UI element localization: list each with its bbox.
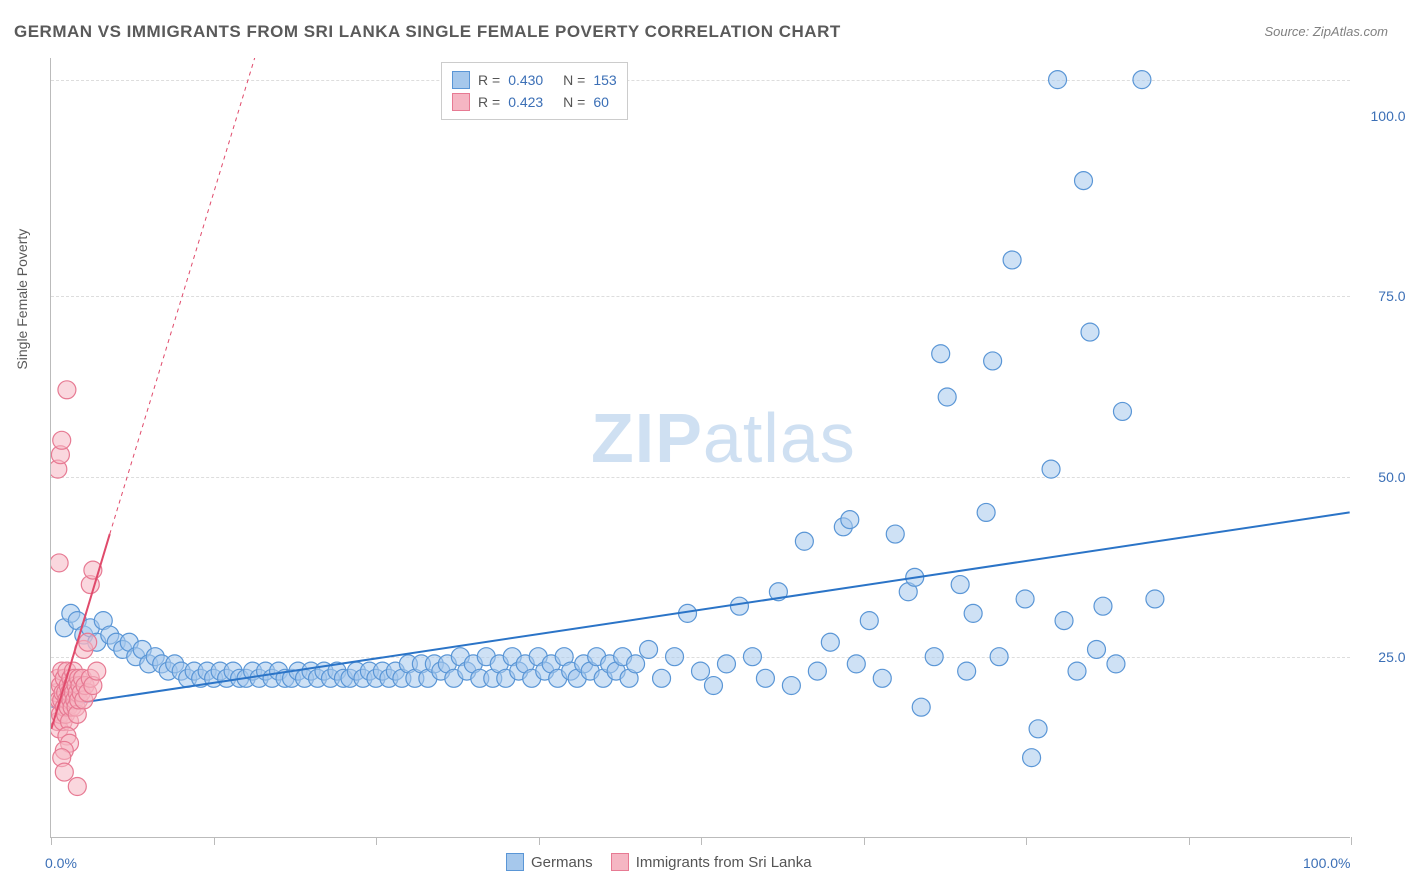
data-point xyxy=(1088,640,1106,658)
x-tick xyxy=(701,837,702,845)
data-point xyxy=(88,662,106,680)
data-point xyxy=(951,576,969,594)
y-tick-label: 25.0% xyxy=(1378,649,1406,665)
data-point xyxy=(1133,71,1151,89)
source-label: Source: ZipAtlas.com xyxy=(1264,24,1388,39)
legend-r-value-0: 0.430 xyxy=(508,69,543,91)
data-point xyxy=(1094,597,1112,615)
legend-r-value-1: 0.423 xyxy=(508,91,543,113)
data-point xyxy=(958,662,976,680)
x-tick xyxy=(1189,837,1190,845)
data-point xyxy=(1003,251,1021,269)
data-point xyxy=(1113,402,1131,420)
plot-area: ZIPatlas R = 0.430 N = 153 R = 0.423 N =… xyxy=(50,58,1350,838)
legend-r-label-0: R = xyxy=(478,69,500,91)
legend-row-germans: R = 0.430 N = 153 xyxy=(452,69,617,91)
chart-container: GERMAN VS IMMIGRANTS FROM SRI LANKA SING… xyxy=(0,0,1406,892)
y-tick-label: 50.0% xyxy=(1378,469,1406,485)
data-point xyxy=(932,345,950,363)
data-point xyxy=(1016,590,1034,608)
data-point xyxy=(756,669,774,687)
x-tick-label: 100.0% xyxy=(1303,855,1350,871)
legend-label-germans: Germans xyxy=(531,854,593,871)
data-point xyxy=(977,503,995,521)
data-point xyxy=(53,431,71,449)
data-point xyxy=(1081,323,1099,341)
data-point xyxy=(925,648,943,666)
legend-n-value-0: 153 xyxy=(593,69,616,91)
data-point xyxy=(717,655,735,673)
data-point xyxy=(51,554,68,572)
data-point xyxy=(938,388,956,406)
x-tick xyxy=(51,837,52,845)
y-tick-label: 75.0% xyxy=(1378,288,1406,304)
data-point xyxy=(1075,172,1093,190)
data-point xyxy=(860,612,878,630)
data-point xyxy=(1068,662,1086,680)
data-point xyxy=(1049,71,1067,89)
data-point xyxy=(1029,720,1047,738)
legend-r-label-1: R = xyxy=(478,91,500,113)
data-point xyxy=(68,778,86,796)
trend-line-extension xyxy=(110,58,259,534)
data-point xyxy=(912,698,930,716)
data-point xyxy=(847,655,865,673)
legend-swatch-srilanka xyxy=(611,853,629,871)
data-point xyxy=(730,597,748,615)
legend-n-value-1: 60 xyxy=(593,91,609,113)
data-point xyxy=(692,662,710,680)
data-point xyxy=(79,633,97,651)
swatch-germans xyxy=(452,71,470,89)
data-point xyxy=(964,604,982,622)
legend-n-label-0: N = xyxy=(563,69,585,91)
correlation-legend: R = 0.430 N = 153 R = 0.423 N = 60 xyxy=(441,62,628,120)
legend-n-label-1: N = xyxy=(563,91,585,113)
data-point xyxy=(640,640,658,658)
data-point xyxy=(653,669,671,687)
data-point xyxy=(704,677,722,695)
x-tick-label: 0.0% xyxy=(45,855,77,871)
data-point xyxy=(795,532,813,550)
swatch-srilanka xyxy=(452,93,470,111)
legend-item-germans: Germans xyxy=(506,853,593,871)
data-point xyxy=(782,677,800,695)
data-point xyxy=(886,525,904,543)
series-legend: Germans Immigrants from Sri Lanka xyxy=(506,853,812,871)
data-point xyxy=(627,655,645,673)
y-axis-title: Single Female Poverty xyxy=(14,229,30,370)
data-point xyxy=(808,662,826,680)
x-tick xyxy=(1026,837,1027,845)
data-point xyxy=(873,669,891,687)
data-point xyxy=(841,511,859,529)
data-point xyxy=(984,352,1002,370)
data-point xyxy=(1055,612,1073,630)
data-point xyxy=(666,648,684,666)
data-point xyxy=(821,633,839,651)
x-tick xyxy=(376,837,377,845)
x-tick xyxy=(1351,837,1352,845)
data-point xyxy=(990,648,1008,666)
data-point xyxy=(1107,655,1125,673)
legend-label-srilanka: Immigrants from Sri Lanka xyxy=(636,854,812,871)
legend-item-srilanka: Immigrants from Sri Lanka xyxy=(611,853,812,871)
legend-row-srilanka: R = 0.423 N = 60 xyxy=(452,91,617,113)
data-point xyxy=(743,648,761,666)
x-tick xyxy=(864,837,865,845)
x-tick xyxy=(214,837,215,845)
data-point xyxy=(1146,590,1164,608)
data-point xyxy=(1023,749,1041,767)
legend-swatch-germans xyxy=(506,853,524,871)
chart-title: GERMAN VS IMMIGRANTS FROM SRI LANKA SING… xyxy=(14,22,841,42)
chart-svg xyxy=(51,58,1350,837)
data-point xyxy=(1042,460,1060,478)
y-tick-label: 100.0% xyxy=(1371,108,1406,124)
data-point xyxy=(55,763,73,781)
x-tick xyxy=(539,837,540,845)
data-point xyxy=(58,381,76,399)
